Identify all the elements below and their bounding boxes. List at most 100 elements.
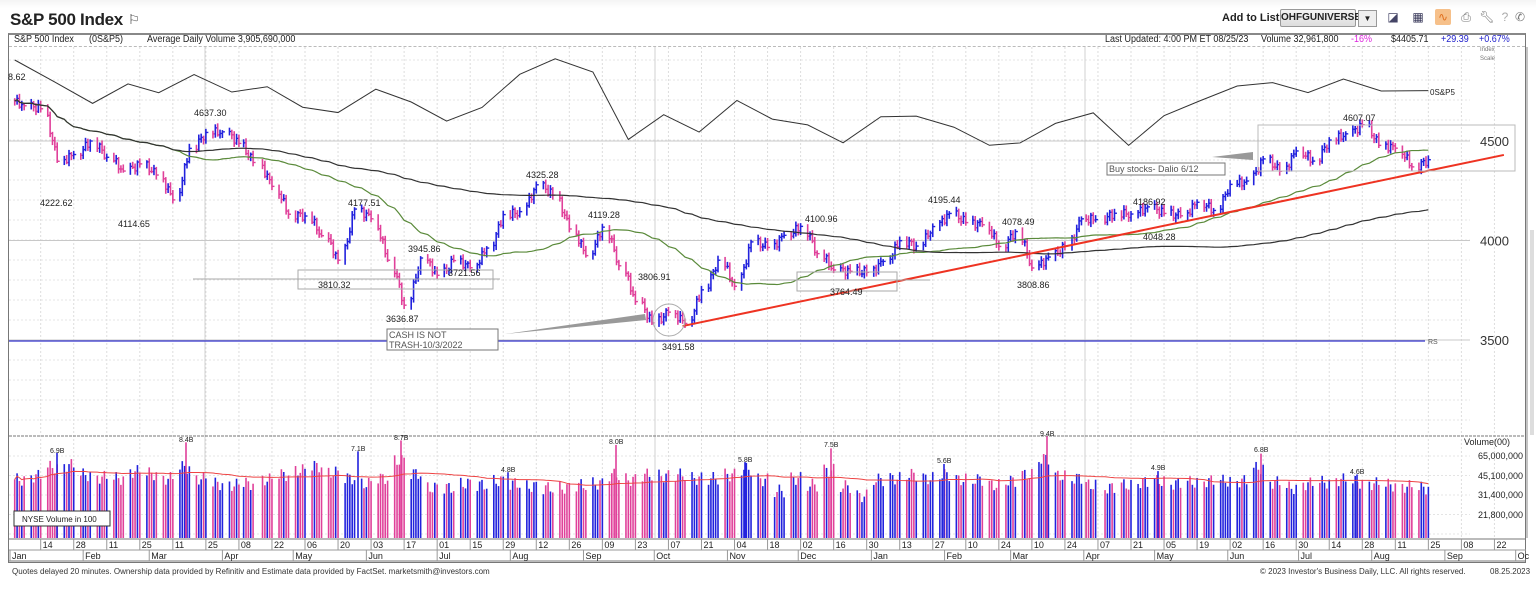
date-tick-label: 24	[1001, 540, 1011, 550]
month-label: Aug	[1374, 551, 1390, 561]
date-tick-label: 18	[770, 540, 780, 550]
date-tick-label: 21	[1133, 540, 1143, 550]
date-tick-label: 26	[571, 540, 581, 550]
date-tick-label: 23	[637, 540, 647, 550]
ma-200-line	[14, 98, 1429, 255]
layout-grid-icon[interactable]: ▦	[1412, 10, 1424, 24]
volume-change: -16%	[1351, 34, 1373, 45]
price-label: 4195.44	[928, 195, 961, 205]
date-tick-label: 22	[274, 540, 284, 550]
scrollbar	[1530, 230, 1534, 435]
phone-icon[interactable]: ✆	[1514, 10, 1526, 24]
price-label: 8.62	[8, 72, 26, 82]
date-tick-label: 25	[142, 540, 152, 550]
date-tick-label: 09	[604, 540, 614, 550]
chart-icon[interactable]: ◪	[1387, 10, 1399, 24]
annotation-dalio-text: Buy stocks- Dalio 6/12	[1109, 164, 1199, 174]
annotation-box	[796, 271, 898, 292]
price-label: 4637.30	[194, 108, 227, 118]
print-icon[interactable]: ⎙	[1461, 10, 1471, 24]
date-tick-label: 11	[109, 540, 118, 550]
annotation-cash-text: CASH IS NOT	[389, 330, 447, 340]
date-tick-label: 27	[935, 540, 945, 550]
date-tick-label: 19	[1199, 540, 1209, 550]
footer-disclaimer: Quotes delayed 20 minutes. Ownership dat…	[12, 567, 490, 576]
month-label: Nov	[729, 551, 746, 561]
date-tick-label: 04	[737, 540, 747, 550]
volume-peak-label: 5.8B	[738, 457, 753, 464]
month-label: Feb	[947, 551, 963, 561]
date-tick-label: 20	[340, 540, 350, 550]
price-change-pct: +0.67%	[1479, 34, 1510, 45]
price-label: 4100.96	[805, 214, 838, 224]
info-bar: S&P 500 Index (0S&P5) Average Daily Volu…	[9, 35, 1525, 47]
index-name: S&P 500 Index	[14, 34, 74, 45]
index-symbol: (0S&P5)	[89, 34, 124, 45]
rs-baseline-label: RS	[1428, 339, 1438, 346]
volume-value: Volume 32,961,800	[1261, 34, 1339, 45]
date-tick-label: 16	[1265, 540, 1275, 550]
volume-legend-box	[13, 510, 111, 527]
footer-date: 08.25.2023	[1490, 567, 1531, 576]
price-label: 3808.86	[1017, 280, 1050, 290]
date-tick-label: 10	[1034, 540, 1044, 550]
date-tick-label: 22	[1496, 540, 1506, 550]
annotation-circle	[652, 303, 686, 337]
month-label: Dec	[800, 551, 817, 561]
month-label: Sep	[585, 551, 601, 561]
date-tick-label: 30	[1298, 540, 1308, 550]
volume-peak-label: 7.5B	[824, 442, 839, 449]
date-tick-label: 05	[1166, 540, 1176, 550]
volume-peak-label: 6.9B	[50, 448, 65, 455]
orange-chart-icon[interactable]: ∿	[1435, 9, 1451, 25]
date-tick-label: 14	[43, 540, 53, 550]
price-label: 3806.91	[638, 272, 671, 282]
rs-line	[14, 58, 1429, 147]
last-updated: Last Updated: 4:00 PM ET 08/25/23	[1105, 34, 1249, 45]
month-label: Jan	[12, 551, 27, 561]
date-tick-label: 01	[439, 540, 449, 550]
month-label: May	[295, 551, 313, 561]
index-scale-line1: Index	[1480, 47, 1495, 53]
price-label: 3945.86	[408, 244, 441, 254]
price-label: 3491.58	[662, 342, 695, 352]
volume-tick-label: 21,800,000	[1478, 510, 1523, 520]
month-label: Sep	[1447, 551, 1463, 561]
month-label: Oct	[656, 551, 671, 561]
annotation-cash-box	[386, 328, 499, 351]
date-tick-label: 30	[869, 540, 879, 550]
help-icon[interactable]: ?	[1501, 10, 1509, 24]
price-tick-label: 4500	[1480, 134, 1509, 149]
month-label: Jul	[439, 551, 451, 561]
flag-icon[interactable]: ⚐	[128, 12, 140, 27]
date-tick-label: 06	[307, 540, 317, 550]
wrench-icon[interactable]: 🔧︎	[1479, 10, 1495, 24]
list-select[interactable]: OHFGUNIVERSE	[1280, 9, 1361, 27]
chevron-down-icon[interactable]: ▼	[1358, 10, 1377, 27]
price-label: 3721.56	[448, 268, 481, 278]
page-title: S&P 500 Index	[10, 10, 123, 29]
month-label: Jan	[873, 551, 888, 561]
price-label: 3636.87	[386, 314, 419, 324]
date-tick-label: 15	[472, 540, 482, 550]
annotation-arrow	[1212, 152, 1253, 160]
price-label: 3764.49	[830, 287, 863, 297]
month-label: Apr	[1086, 551, 1100, 561]
date-tick-label: 08	[241, 540, 251, 550]
date-tick-label: 25	[1430, 540, 1440, 550]
date-tick-label: 08	[1463, 540, 1473, 550]
price-label: 4325.28	[526, 170, 559, 180]
date-tick-label: 29	[505, 540, 515, 550]
date-tick-label: 10	[968, 540, 978, 550]
trendline	[682, 153, 1505, 328]
date-tick-label: 14	[1331, 540, 1341, 550]
price-tick-label: 4000	[1480, 234, 1509, 249]
volume-peak-label: 8.4B	[179, 437, 194, 444]
volume-peak-label: 7.1B	[351, 446, 366, 453]
price-label: 4114.65	[118, 219, 150, 229]
chart-frame	[8, 33, 1526, 563]
month-label: Jul	[1301, 551, 1313, 561]
annotation-dalio-box	[1106, 162, 1226, 176]
date-tick-label: 17	[406, 540, 416, 550]
month-label: Mar	[1013, 551, 1029, 561]
